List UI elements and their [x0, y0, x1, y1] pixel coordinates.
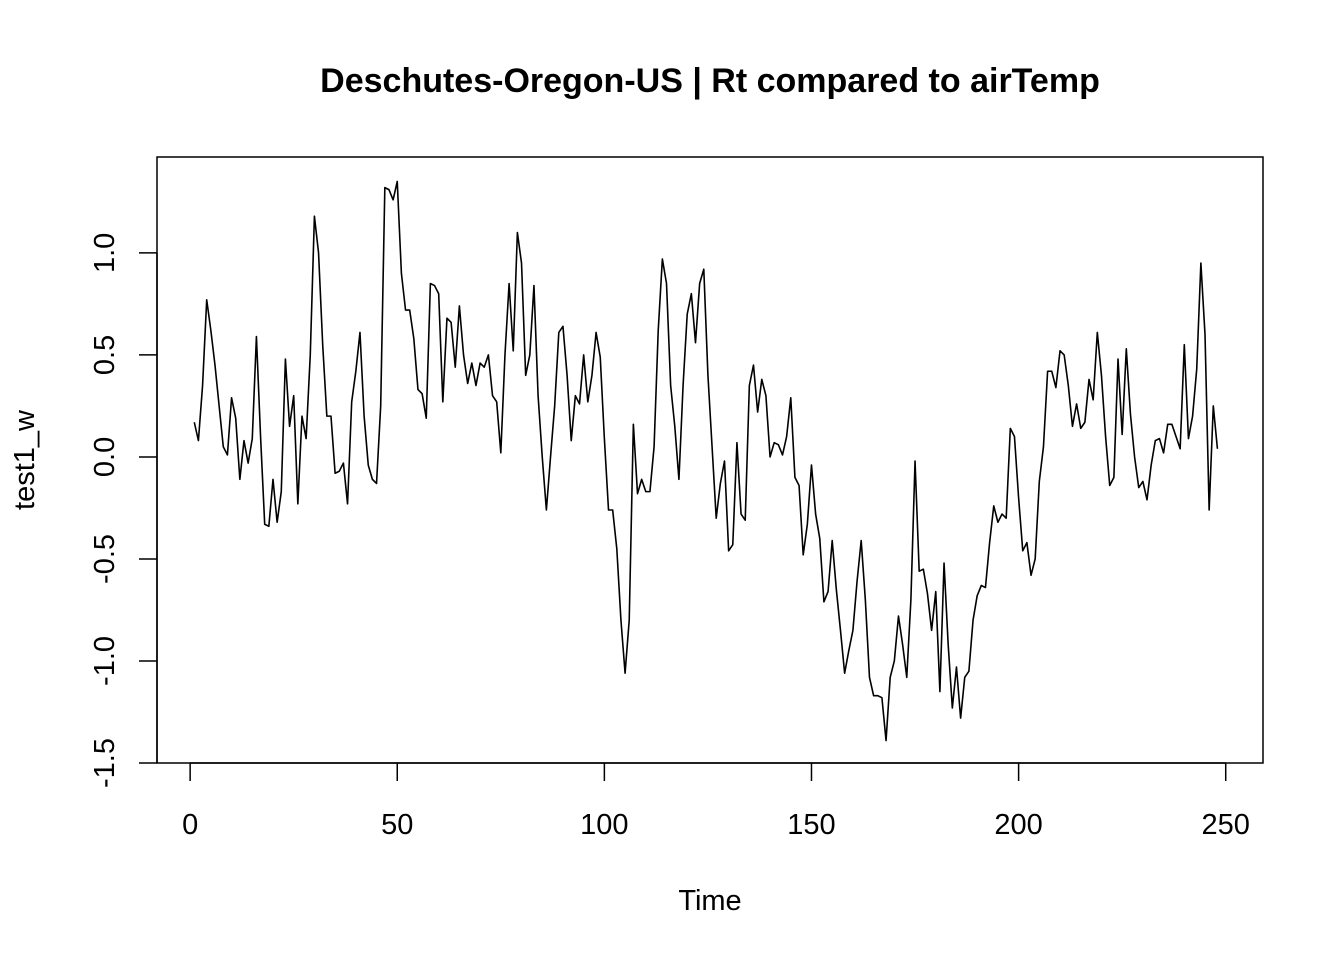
y-tick-label: 0.0 [89, 437, 121, 477]
x-tick-label: 250 [1202, 809, 1250, 841]
x-tick-label: 150 [787, 809, 835, 841]
y-axis: -1.5 -1.0 -0.5 0.0 0.5 1.0 [89, 233, 158, 788]
y-tick-label: 1.0 [89, 233, 121, 273]
y-tick-label: 0.5 [89, 335, 121, 375]
series-layer [193, 180, 1219, 742]
chart-title: Deschutes-Oregon-US | Rt compared to air… [320, 62, 1100, 100]
x-tick-label: 200 [994, 809, 1042, 841]
y-tick-label: -1.5 [89, 738, 121, 788]
x-tick-label: 100 [580, 809, 628, 841]
x-axis-label: Time [678, 885, 741, 917]
x-axis: 0 50 100 150 200 250 [182, 762, 1250, 841]
y-tick-label: -1.0 [89, 636, 121, 686]
x-tick-label: 0 [182, 809, 198, 841]
y-axis-label: test1_w [9, 409, 41, 510]
plot-frame [156, 156, 1264, 764]
series-line [193, 180, 1219, 742]
x-tick-label: 50 [381, 809, 413, 841]
y-tick-label: -0.5 [89, 534, 121, 584]
